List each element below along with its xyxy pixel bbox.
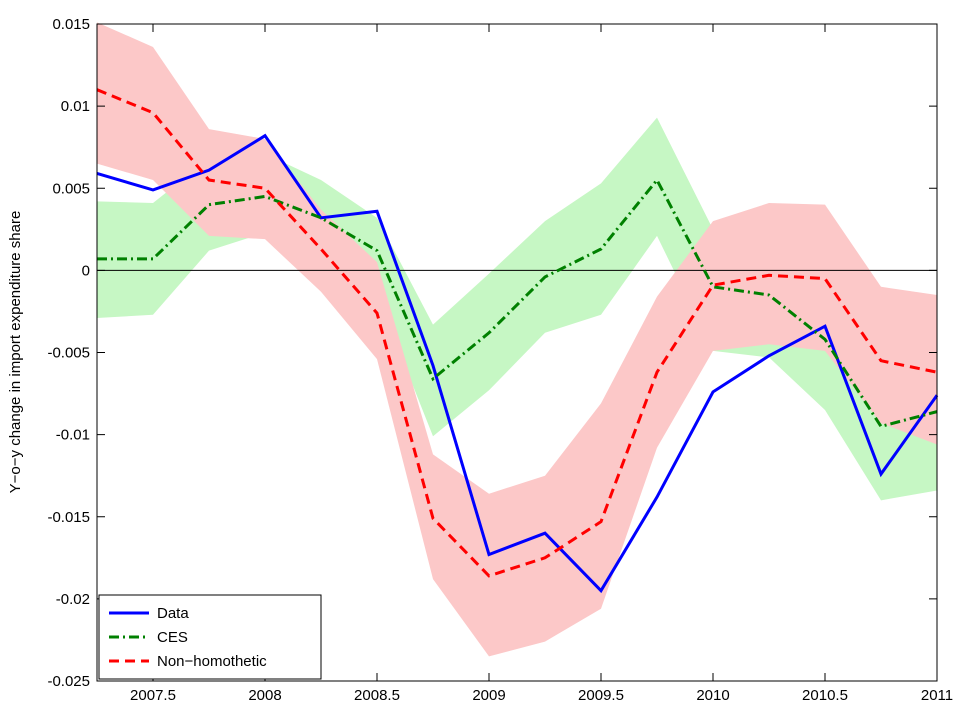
y-tick-label: 0.015 [52,16,90,33]
legend-label: Non−homothetic [157,653,267,670]
x-tick-label: 2009.5 [578,687,624,704]
series-line [96,133,939,594]
y-tick-label: 0.005 [52,180,90,197]
x-tick-label: 2008.5 [354,687,400,704]
y-tick-label: 0 [82,262,90,279]
y-tick-label: 0.01 [61,98,90,115]
x-tick-label: 2011 [921,687,953,704]
y-axis-label: Y−o−y change in import expenditure share [7,211,24,494]
x-tick-label: 2008 [248,687,281,704]
x-tick-label: 2009 [472,687,505,704]
legend: Data CES Non−homothetic [98,594,322,680]
legend-label: Data [157,605,189,622]
series-line [96,88,938,578]
y-tick-label: -0.025 [47,673,90,690]
x-tick-label: 2010.5 [802,687,848,704]
y-tick-label: -0.005 [47,345,90,362]
y-tick-label: -0.015 [47,509,90,526]
x-tick-label: 2007.5 [130,687,176,704]
legend-label: CES [157,629,188,646]
y-tick-label: -0.01 [56,427,90,444]
y-tick-label: -0.02 [56,591,90,608]
series-line [97,177,938,429]
confidence-band [97,22,937,657]
x-tick-label: 2010 [696,687,729,704]
